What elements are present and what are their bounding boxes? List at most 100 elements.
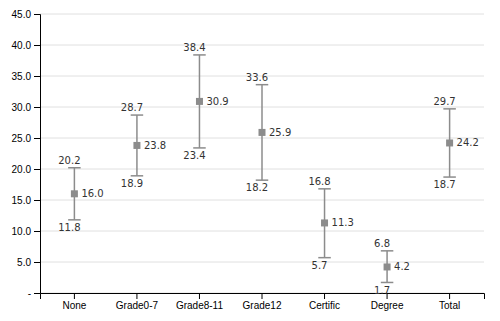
- x-tick-label: Grade8-11: [176, 300, 224, 311]
- x-tick: Grade8-11: [176, 293, 224, 311]
- low-label: 5.7: [312, 260, 328, 271]
- high-label: 29.7: [433, 96, 455, 107]
- low-tick: [256, 179, 269, 181]
- y-tick: -: [28, 288, 40, 299]
- mid-label: 24.2: [457, 137, 479, 148]
- y-tick-mark: [34, 169, 40, 170]
- mid-marker: [133, 142, 140, 149]
- x-tick: Grade0-7: [116, 293, 159, 311]
- high-tick: [68, 167, 81, 169]
- low-label: 1.7: [374, 285, 390, 296]
- x-tick-label: Total: [439, 300, 460, 311]
- y-tick: 35.0: [12, 71, 40, 82]
- x-tick-mark: [199, 293, 200, 299]
- low-label: 18.7: [433, 179, 455, 190]
- x-tick-mark: [324, 293, 325, 299]
- high-label: 33.6: [246, 72, 268, 83]
- y-tick-label: 45.0: [12, 9, 32, 20]
- low-label: 18.9: [121, 178, 143, 189]
- marks: [68, 55, 456, 283]
- grid-line: [40, 262, 484, 263]
- mid-label: 23.8: [144, 140, 166, 151]
- high-tick: [131, 114, 144, 116]
- high-tick: [318, 188, 331, 190]
- x-tick-mark: [74, 293, 75, 299]
- chart: - 5.0 10.0 15.0 20.0 25.0 30.0 35.0 40.0 45.0 None…: [0, 0, 500, 321]
- x-tick-label: None: [62, 300, 86, 311]
- grid-line: [40, 14, 484, 15]
- y-tick: 25.0: [12, 133, 40, 144]
- high-label: 20.2: [58, 155, 80, 166]
- y-tick-mark: [34, 231, 40, 232]
- y-tick: 20.0: [12, 164, 40, 175]
- y-tick-mark: [34, 107, 40, 108]
- high-label: 38.4: [183, 42, 205, 53]
- x-tick: Grade12: [243, 293, 282, 311]
- high-tick: [381, 250, 394, 252]
- y-tick-label: 5.0: [17, 257, 31, 268]
- y-tick: 45.0: [12, 9, 40, 20]
- mid-label: 11.3: [332, 217, 354, 228]
- mid-marker: [384, 263, 391, 270]
- data-labels: 20.2 16.0 11.8 28.7 23.8 18.9 38.4 30.9 23.4 33.6…: [58, 42, 479, 296]
- x-tick-label: Certific: [309, 300, 340, 311]
- low-label: 18.2: [246, 182, 268, 193]
- x-tick: Degree: [371, 293, 404, 311]
- high-label: 16.8: [308, 176, 330, 187]
- y-tick-label: 10.0: [12, 226, 32, 237]
- low-tick: [443, 176, 456, 178]
- mid-marker: [446, 139, 453, 146]
- low-tick: [131, 175, 144, 177]
- x-tick-label: Grade12: [243, 300, 282, 311]
- mid-label: 4.2: [394, 261, 410, 272]
- x-tick-mark: [262, 293, 263, 299]
- mid-label: 16.0: [81, 188, 103, 199]
- mid-label: 30.9: [206, 96, 228, 107]
- y-tick-label: -: [28, 288, 31, 299]
- y-tick-mark: [34, 200, 40, 201]
- low-tick: [193, 147, 206, 149]
- y-tick-label: 15.0: [12, 195, 32, 206]
- mid-marker: [196, 98, 203, 105]
- low-tick: [381, 282, 394, 284]
- mid-marker: [71, 190, 78, 197]
- high-tick: [443, 108, 456, 110]
- x-axis: None Grade0-7 Grade8-11 Grade12 Certific Degr…: [41, 293, 485, 311]
- y-tick: 40.0: [12, 40, 40, 51]
- grid: [40, 14, 484, 293]
- y-axis: - 5.0 10.0 15.0 20.0 25.0 30.0 35.0 40.0 45.0: [12, 9, 41, 299]
- y-tick-label: 30.0: [12, 102, 32, 113]
- y-tick-mark: [34, 14, 40, 15]
- high-label: 6.8: [374, 238, 390, 249]
- y-tick-label: 25.0: [12, 133, 32, 144]
- mid-label: 25.9: [269, 127, 291, 138]
- y-tick-mark: [34, 262, 40, 263]
- y-tick-mark: [34, 293, 40, 294]
- y-tick: 10.0: [12, 226, 40, 237]
- high-tick: [256, 84, 269, 86]
- low-label: 11.8: [58, 222, 80, 233]
- y-tick-mark: [34, 138, 40, 139]
- x-tick: None: [62, 293, 86, 311]
- low-tick: [318, 257, 331, 259]
- y-tick: 30.0: [12, 102, 40, 113]
- x-tick-label: Degree: [371, 300, 404, 311]
- x-axis-line: [41, 294, 485, 300]
- grid-line: [40, 231, 484, 232]
- low-tick: [68, 219, 81, 221]
- y-tick: 5.0: [17, 257, 40, 268]
- x-tick-label: Grade0-7: [116, 300, 159, 311]
- mid-marker: [321, 219, 328, 226]
- y-tick: 15.0: [12, 195, 40, 206]
- high-label: 28.7: [121, 102, 143, 113]
- y-axis-line: [34, 15, 41, 294]
- grid-line: [40, 45, 484, 46]
- y-tick-label: 20.0: [12, 164, 32, 175]
- y-tick-mark: [34, 76, 40, 77]
- x-tick: Certific: [309, 293, 340, 311]
- high-tick: [193, 54, 206, 56]
- y-tick-mark: [34, 45, 40, 46]
- low-label: 23.4: [183, 150, 205, 161]
- y-tick-label: 35.0: [12, 71, 32, 82]
- x-tick: Total: [439, 293, 460, 311]
